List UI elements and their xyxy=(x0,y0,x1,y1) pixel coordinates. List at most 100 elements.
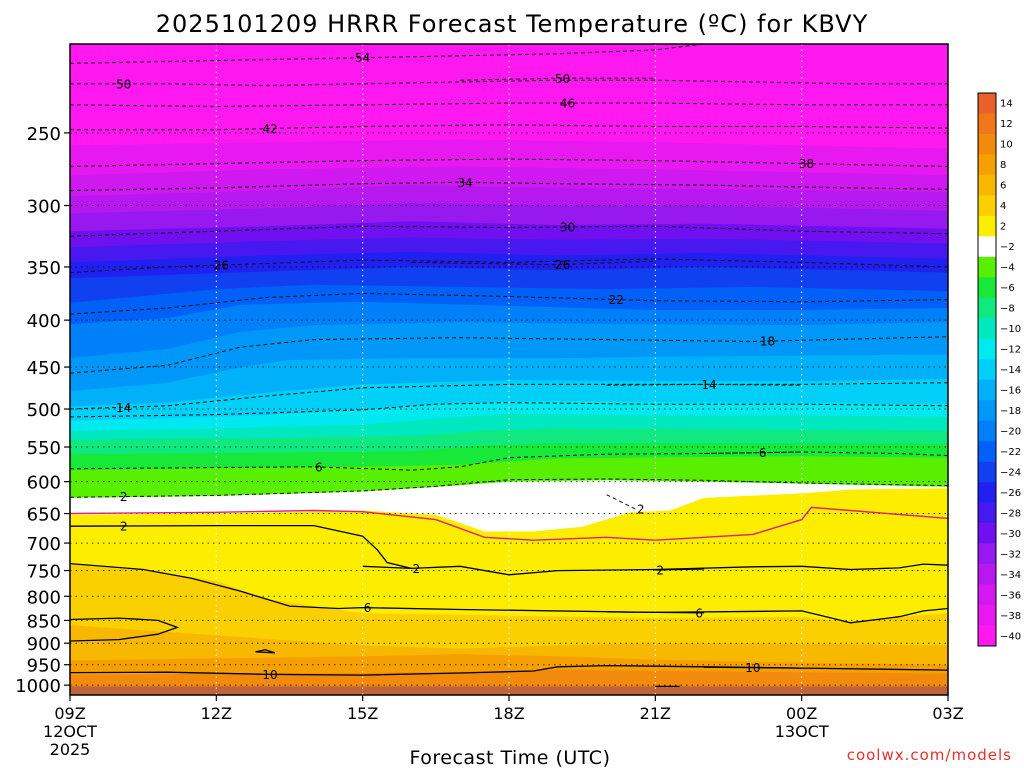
x-tick-label-15Z: 15Z xyxy=(347,704,378,723)
x-tick-label-21Z: 21Z xyxy=(640,704,671,723)
legend-swatch-15 xyxy=(978,400,996,422)
legend-label-21: −30 xyxy=(1000,529,1021,540)
legend-swatch-11 xyxy=(978,318,996,340)
legend-swatch-1 xyxy=(978,113,996,135)
contour-2-22 xyxy=(655,568,705,571)
contour-6-23 xyxy=(70,562,948,624)
contour-label--26: 26 xyxy=(214,259,229,273)
contour-label--42: 42 xyxy=(262,122,277,136)
legend-label-22: −32 xyxy=(1000,549,1021,560)
contour-label--50: 50 xyxy=(116,77,131,91)
contour-label--18: 18 xyxy=(760,335,775,349)
contour--14-13 xyxy=(606,383,802,386)
legend-swatch-23 xyxy=(978,564,996,585)
legend-swatch-26 xyxy=(978,625,996,647)
contour-label--2: 2 xyxy=(120,490,128,504)
contour-label--50: 50 xyxy=(555,72,570,86)
legend-label-11: −10 xyxy=(1000,324,1021,335)
site-credit: coolwx.com/models xyxy=(847,746,1012,764)
contour-label--34: 34 xyxy=(457,176,472,190)
legend-label-0: 14 xyxy=(1000,99,1013,110)
legend-label-13: −14 xyxy=(1000,365,1021,376)
contour-label-6: 6 xyxy=(695,606,703,620)
contour-label--6: 6 xyxy=(759,446,767,460)
legend-label-8: −4 xyxy=(1000,263,1015,274)
legend-swatch-12 xyxy=(978,338,996,360)
legend-label-23: −34 xyxy=(1000,570,1021,581)
color-legend: 14 12 10 8 6 4 2 −2 −4 −6 −8 −10 −12 −14 −16 −18 −20 −22 −… xyxy=(977,92,1021,647)
y-tick-label-900: 900 xyxy=(27,634,61,655)
contour-label-2: 2 xyxy=(656,563,664,577)
legend-swatch-9 xyxy=(978,277,996,299)
legend-label-14: −16 xyxy=(1000,385,1021,396)
contour--34-6 xyxy=(70,181,948,192)
temperature-shading xyxy=(70,44,948,695)
contour--14-12 xyxy=(70,382,948,410)
contour-label--38: 38 xyxy=(799,157,814,171)
contour--54-0 xyxy=(70,44,705,64)
x-tick-label-09Z: 09Z xyxy=(54,704,85,723)
y-tick-label-1000: 1000 xyxy=(15,676,61,697)
legend-swatch-14 xyxy=(978,379,996,401)
x-tick-date-0: 12OCT xyxy=(43,722,97,741)
isotherm-contours xyxy=(70,44,948,688)
contour--46-3 xyxy=(70,102,948,108)
legend-swatch-10 xyxy=(978,297,996,319)
legend-label-2: 10 xyxy=(1000,140,1013,151)
contour-10-28 xyxy=(704,666,802,669)
contour-label--14: 14 xyxy=(701,378,716,392)
chart-title: 2025101209 HRRR Forecast Temperature (ºC… xyxy=(156,10,868,38)
legend-swatch-21 xyxy=(978,523,996,544)
x-tick-label-03Z: 03Z xyxy=(932,704,963,723)
legend-label-25: −38 xyxy=(1000,611,1021,622)
legend-frame xyxy=(977,92,997,647)
y-tick-label-400: 400 xyxy=(27,311,61,332)
legend-label-4: 6 xyxy=(1000,181,1006,192)
x-tick-label-00Z: 00Z xyxy=(786,704,817,723)
contour--22-10 xyxy=(70,292,948,315)
contour--6-16 xyxy=(704,451,802,454)
legend-label-26: −40 xyxy=(1000,631,1021,642)
grid-lines xyxy=(70,44,948,695)
legend-swatch-25 xyxy=(978,605,996,626)
contour--38-5 xyxy=(70,158,948,167)
legend-label-3: 8 xyxy=(1000,160,1006,171)
y-tick-label-550: 550 xyxy=(27,438,61,459)
y-tick-label-800: 800 xyxy=(27,587,61,608)
contour-label-2: 2 xyxy=(637,503,645,517)
y-tick-label-250: 250 xyxy=(27,124,61,145)
legend-label-20: −28 xyxy=(1000,508,1021,519)
legend-label-7: −2 xyxy=(1000,242,1015,253)
contour-2-18 xyxy=(606,494,637,510)
contour--26-9 xyxy=(411,260,656,266)
contour-label--26: 26 xyxy=(555,258,570,272)
contour-2-20 xyxy=(70,524,948,576)
contour-label--22: 22 xyxy=(609,293,624,307)
legend-swatch-8 xyxy=(978,256,996,278)
contour-label--30: 30 xyxy=(560,220,575,234)
contour-0-19 xyxy=(70,506,948,541)
contour--18-11 xyxy=(70,336,948,374)
legend-swatch-19 xyxy=(978,482,996,503)
legend-label-9: −6 xyxy=(1000,283,1015,294)
legend-swatch-17 xyxy=(978,441,996,462)
contour--42-4 xyxy=(70,124,948,131)
legend-label-6: 2 xyxy=(1000,222,1006,233)
legend-label-17: −22 xyxy=(1000,447,1021,458)
legend-label-12: −12 xyxy=(1000,345,1021,356)
legend-swatch-20 xyxy=(978,502,996,524)
x-tick-date-5: 13OCT xyxy=(775,722,829,741)
contour-label-10: 10 xyxy=(745,661,760,675)
legend-label-10: −8 xyxy=(1000,304,1015,315)
x-tick-year-0: 2025 xyxy=(50,740,91,759)
contour-6-24 xyxy=(606,611,705,614)
contour--50-1 xyxy=(70,79,948,87)
y-tick-label-600: 600 xyxy=(27,473,61,494)
y-tick-label-850: 850 xyxy=(27,611,61,632)
y-tick-label-350: 350 xyxy=(27,258,61,279)
contour-label-10: 10 xyxy=(262,668,277,682)
legend-swatch-0 xyxy=(978,93,996,114)
contour--50-2 xyxy=(460,77,656,81)
legend-swatch-16 xyxy=(978,420,996,442)
